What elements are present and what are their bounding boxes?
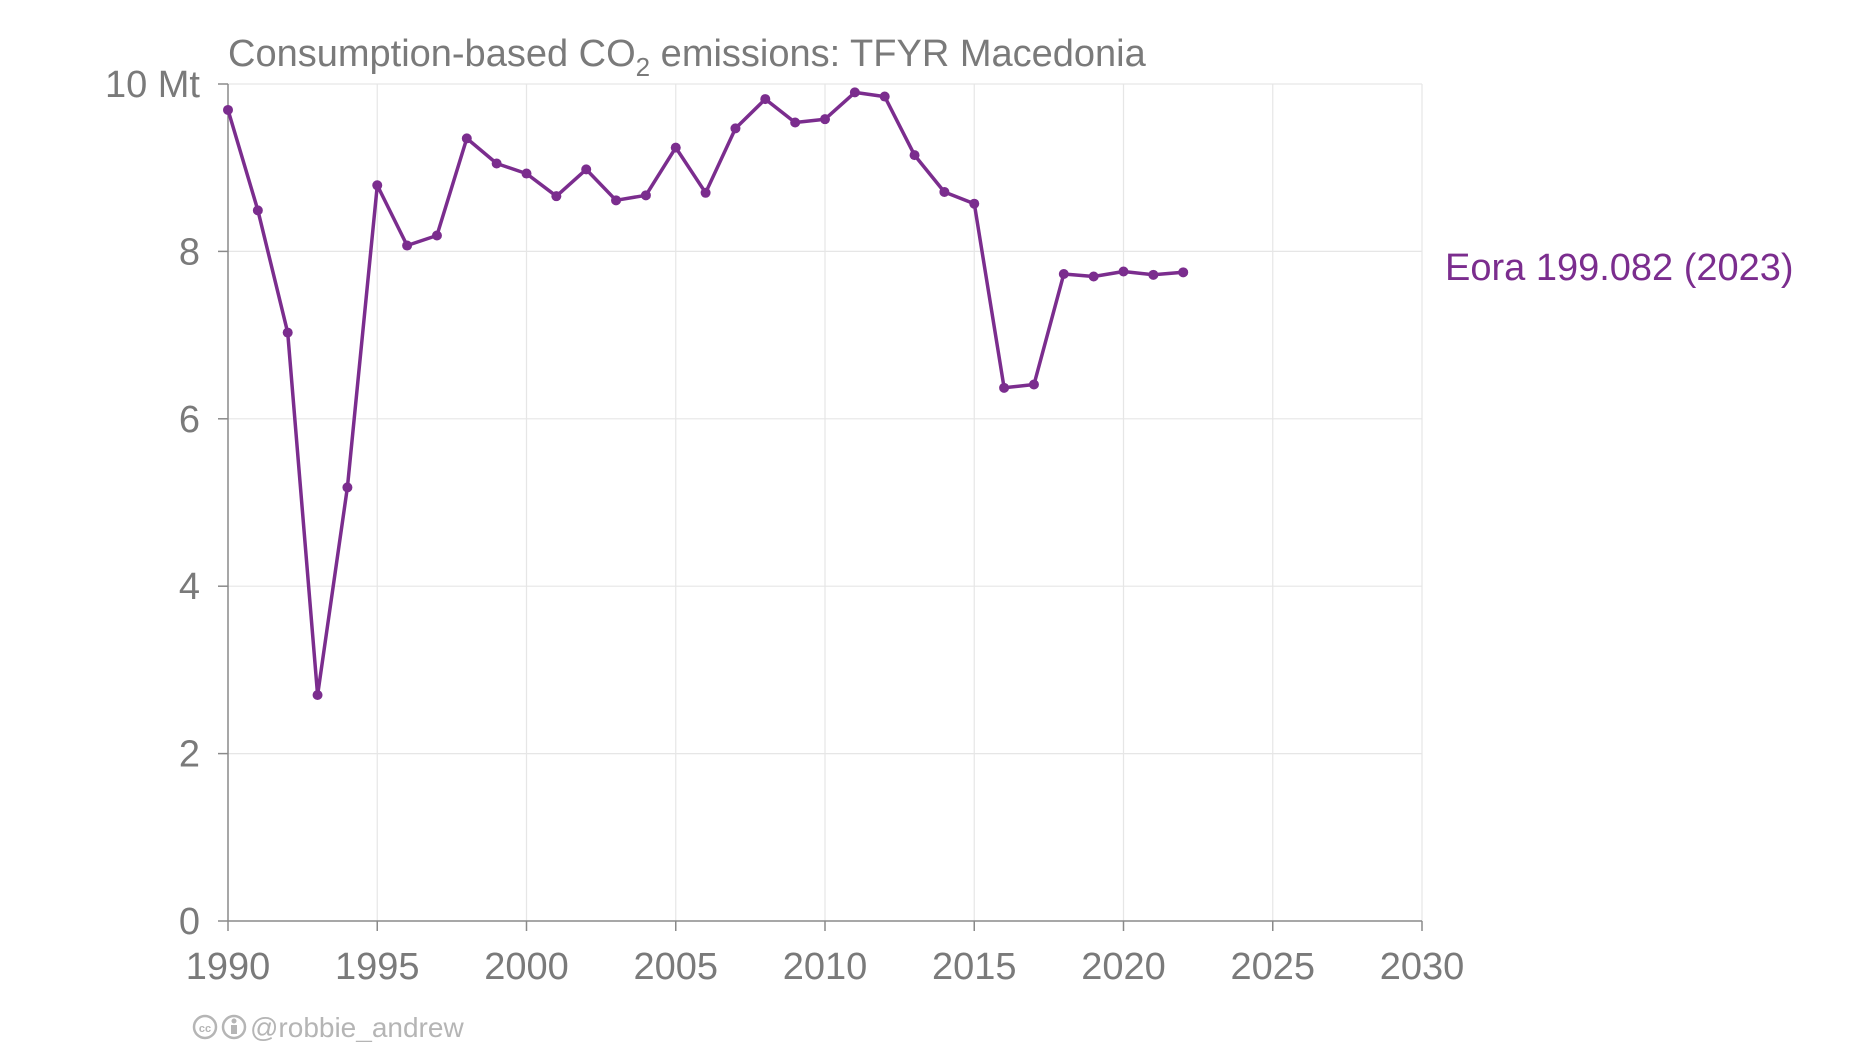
x-tick-label: 1990 xyxy=(186,946,271,988)
tick-labels: 0 2 4 6 8 10 Mt 1990 1995 2000 2005 2010 2015 2020 20… xyxy=(105,64,1464,988)
data-point xyxy=(1148,269,1159,280)
grid xyxy=(228,83,1423,921)
x-tick-label: 2010 xyxy=(783,946,868,988)
data-point xyxy=(223,104,233,115)
y-tick-label: 4 xyxy=(179,566,200,608)
data-point xyxy=(640,190,651,201)
x-tick-label: 2020 xyxy=(1081,946,1166,988)
data-point xyxy=(820,114,830,125)
x-tick-label: 2000 xyxy=(484,946,569,988)
series-label: Eora 199.082 (2023) xyxy=(1445,247,1794,289)
chart-title-main: Consumption-based CO xyxy=(228,33,636,75)
data-point xyxy=(670,142,681,153)
x-tick-label: 2025 xyxy=(1230,946,1315,988)
data-point xyxy=(581,164,592,175)
cc-icon: cc xyxy=(192,1014,218,1040)
data-point xyxy=(1088,271,1099,282)
svg-text:cc: cc xyxy=(199,1023,211,1035)
data-point xyxy=(730,123,741,134)
data-point xyxy=(1028,379,1039,390)
y-tick-label: 8 xyxy=(179,231,200,273)
y-tick-label: 6 xyxy=(179,399,200,441)
data-point xyxy=(909,150,920,161)
data-point xyxy=(491,158,502,169)
x-tick-label: 2030 xyxy=(1380,946,1465,988)
data-point xyxy=(939,186,950,197)
data-point xyxy=(700,187,711,198)
data-point xyxy=(521,168,532,179)
data-point xyxy=(282,327,293,338)
data-point xyxy=(312,690,323,701)
y-tick-label: 0 xyxy=(179,901,200,943)
data-point xyxy=(1178,267,1189,278)
data-point xyxy=(611,195,622,206)
y-tick-label: 2 xyxy=(179,734,200,776)
data-point xyxy=(372,180,383,191)
credit: cc @robbie_andrew xyxy=(192,1012,464,1042)
data-point xyxy=(849,87,860,98)
data-point xyxy=(1058,268,1069,279)
credit-handle: @robbie_andrew xyxy=(250,1012,464,1042)
data-point xyxy=(790,117,801,128)
x-tick-label: 1995 xyxy=(335,946,420,988)
series-layer xyxy=(223,87,1189,701)
data-point xyxy=(1118,266,1129,277)
y-tick-label: 10 Mt xyxy=(105,64,200,106)
data-point xyxy=(402,240,413,251)
chart-title-rest: emissions: TFYR Macedonia xyxy=(650,33,1146,75)
chart-title-subscript: 2 xyxy=(636,52,650,82)
chart-title: Consumption-based CO2 emissions: TFYR Ma… xyxy=(228,33,1147,82)
by-icon xyxy=(221,1014,247,1040)
data-point xyxy=(999,382,1010,393)
x-tick-label: 2005 xyxy=(633,946,718,988)
data-point xyxy=(551,191,562,202)
data-point xyxy=(431,230,442,241)
data-point xyxy=(760,94,771,105)
data-point xyxy=(342,482,353,493)
data-point xyxy=(461,133,472,144)
series-line xyxy=(226,90,1184,697)
data-point xyxy=(969,198,980,209)
axes xyxy=(218,83,1423,931)
x-tick-label: 2015 xyxy=(932,946,1017,988)
data-point xyxy=(879,91,890,102)
data-point xyxy=(252,205,263,216)
